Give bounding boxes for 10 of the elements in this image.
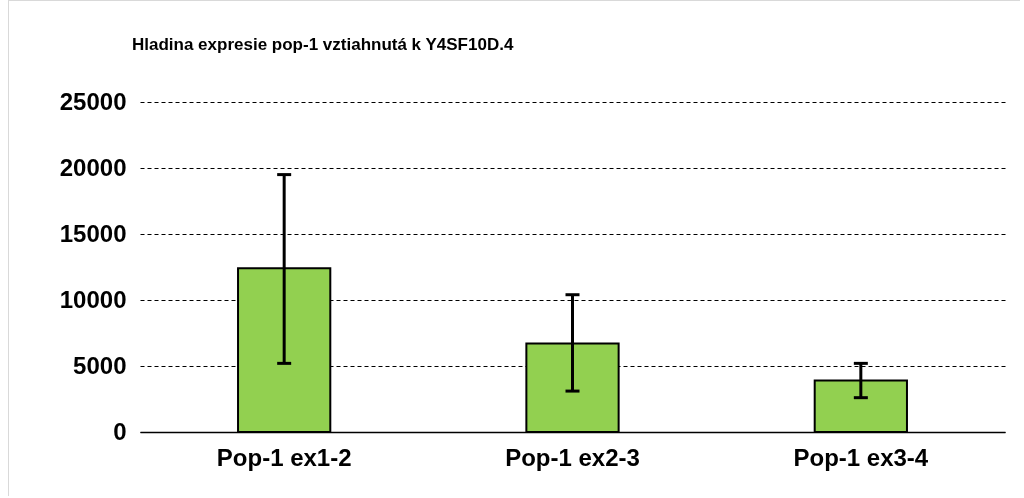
y-tick-label: 0 bbox=[113, 417, 127, 445]
y-tick-label: 20000 bbox=[59, 153, 127, 181]
y-tick-label: 10000 bbox=[59, 285, 127, 313]
x-tick-label: Pop-1 ex3-4 bbox=[793, 443, 929, 471]
y-tick-label: 15000 bbox=[59, 219, 127, 247]
y-tick-label: 25000 bbox=[59, 87, 127, 115]
x-tick-label: Pop-1 ex2-3 bbox=[505, 443, 640, 471]
y-tick-label: 5000 bbox=[73, 351, 127, 379]
x-tick-label: Pop-1 ex1-2 bbox=[216, 443, 352, 471]
chart-title: Hladina expresie pop-1 vztiahnutá k Y4SF10D.4 bbox=[132, 35, 514, 54]
